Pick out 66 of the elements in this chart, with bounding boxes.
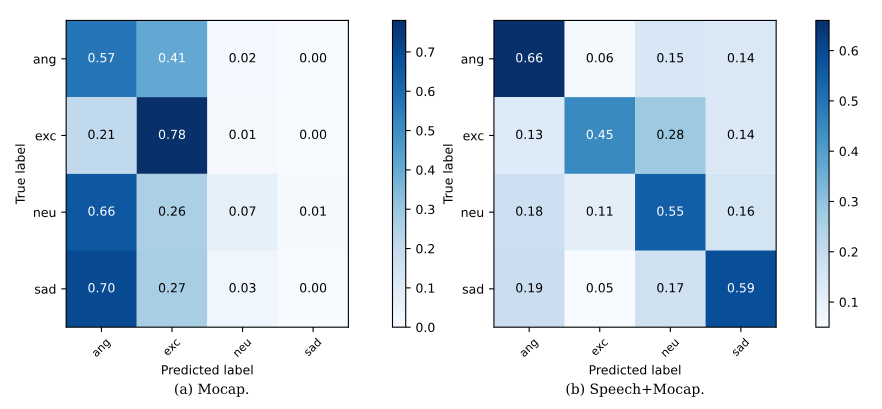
data-label: 0.27	[158, 283, 185, 292]
data-label: 0.14	[728, 52, 754, 62]
data-label: 0.00	[300, 130, 326, 140]
data-label: 0.01	[229, 130, 256, 140]
y-tick-label: ang	[34, 56, 56, 66]
data-label: 0.28	[657, 130, 684, 140]
color-bar-label: 0.6	[840, 46, 858, 56]
data-label: 0.15	[657, 52, 684, 62]
color-bar-label: 0.3	[416, 204, 434, 214]
color-bar-label: 0.1	[840, 298, 858, 307]
x-axis-title: Predicted label	[162, 364, 253, 375]
data-label: 0.41	[158, 52, 185, 62]
y-tick-label: sad	[462, 284, 484, 294]
text: (a) Mocap.	[175, 383, 248, 397]
y-tick-label: exc	[36, 133, 56, 140]
color-bar-label: 0.1	[416, 283, 434, 293]
y-tick-label: neu	[462, 210, 484, 218]
y-axis-title: True label	[443, 144, 453, 204]
color-bar-label: 0.5	[840, 96, 858, 106]
data-label: 0.18	[516, 206, 542, 216]
color-bar-label: 0.4	[840, 146, 858, 156]
x-tick-label: ang	[92, 339, 112, 359]
x-axis-title: Predicted label	[590, 364, 680, 375]
y-tick-label: ang	[461, 56, 484, 66]
x-tick-label: exc	[163, 338, 181, 356]
data-label: 0.55	[657, 206, 684, 216]
data-label: 0.01	[300, 206, 326, 216]
data-label: 0.66	[516, 52, 542, 62]
data-label: 0.17	[657, 283, 684, 292]
data-label: 0.66	[88, 206, 115, 216]
data-label: 0.13	[516, 130, 542, 140]
data-label: 0.19	[516, 283, 542, 292]
color-bar-label: 0.6	[416, 86, 435, 96]
data-label: 0.26	[158, 206, 186, 216]
y-axis-title: True label	[15, 144, 25, 204]
data-label: 0.07	[229, 206, 256, 216]
data-label: 0.59	[728, 283, 754, 292]
y-tick-label: exc	[463, 133, 484, 140]
data-label: 0.45	[586, 130, 613, 140]
data-label: 0.14	[728, 130, 754, 140]
x-tick-label: neu	[234, 339, 252, 358]
color-bar-label: 0.0	[416, 322, 434, 332]
y-tick-label: sad	[35, 284, 56, 294]
x-tick-label: neu	[661, 339, 680, 358]
color-bar-label: 0.2	[416, 244, 434, 254]
data-label: 0.78	[158, 130, 186, 140]
text: (b) Speech+Mocap.	[566, 383, 704, 397]
data-label: 0.21	[88, 130, 114, 140]
color-bar-label: 0.2	[840, 247, 858, 257]
data-label: 0.05	[586, 283, 613, 292]
data-label: 0.06	[586, 52, 613, 62]
color-bar-label: 0.7	[416, 47, 434, 57]
data-label: 0.03	[229, 283, 256, 292]
color-bar-label: 0.5	[416, 126, 434, 136]
data-label: 0.11	[586, 206, 613, 216]
data-label: 0.57	[88, 52, 114, 62]
data-label: 0.16	[728, 206, 754, 216]
x-tick-label: exc	[591, 338, 608, 356]
x-tick-label: ang	[520, 339, 540, 359]
y-tick-label: neu	[34, 210, 56, 218]
color-bar-label: 0.4	[416, 165, 435, 175]
data-label: 0.70	[88, 283, 115, 292]
data-label: 0.00	[300, 52, 326, 62]
data-label: 0.02	[229, 52, 256, 62]
data-label: 0.00	[300, 283, 326, 292]
color-bar-label: 0.3	[840, 196, 858, 206]
